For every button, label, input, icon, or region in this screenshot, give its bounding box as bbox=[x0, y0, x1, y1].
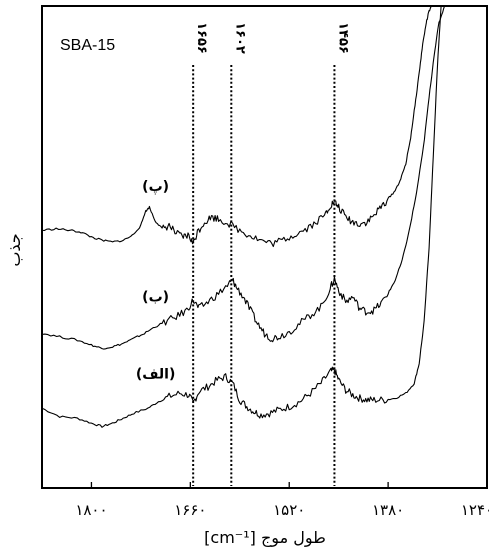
x-axis-title: طول موج [cm⁻¹] bbox=[204, 528, 326, 548]
series-label-2: (ب) bbox=[142, 290, 169, 306]
spectrum-line-3 bbox=[41, 5, 432, 248]
x-tick-label-4: ۱۳۸۰ bbox=[372, 501, 404, 519]
reference-line-label-2: ۱۶۰۲ bbox=[232, 22, 247, 54]
reference-line-label-3: ۱۴۵۶ bbox=[335, 22, 350, 54]
plot-frame bbox=[41, 5, 488, 489]
sample-label: SBA-15 bbox=[60, 37, 115, 54]
reference-lines-group: ۱۶۵۶ ۱۶۰۲ ۱۴۵۶ bbox=[192, 22, 350, 486]
series-label-3: (پ) bbox=[142, 179, 169, 195]
x-tick-label-5: ۱۲۴۰ bbox=[461, 501, 489, 519]
spectrum-line-2 bbox=[41, 5, 446, 350]
y-axis-title: جذب bbox=[5, 233, 24, 266]
series-label-1: (الف) bbox=[136, 367, 176, 383]
x-tick-label-2: ۱۶۶۰ bbox=[174, 501, 206, 519]
reference-line-label-1: ۱۶۵۶ bbox=[194, 22, 209, 54]
spectrum-line-1 bbox=[41, 5, 442, 428]
x-ticks-group: ۱۸۰۰ ۱۶۶۰ ۱۵۲۰ ۱۳۸۰ ۱۲۴۰ bbox=[75, 482, 489, 519]
spectra-group: (الف) (ب) (پ) bbox=[41, 5, 446, 428]
x-tick-label-3: ۱۵۲۰ bbox=[273, 501, 305, 519]
x-tick-label-1: ۱۸۰۰ bbox=[75, 501, 107, 519]
